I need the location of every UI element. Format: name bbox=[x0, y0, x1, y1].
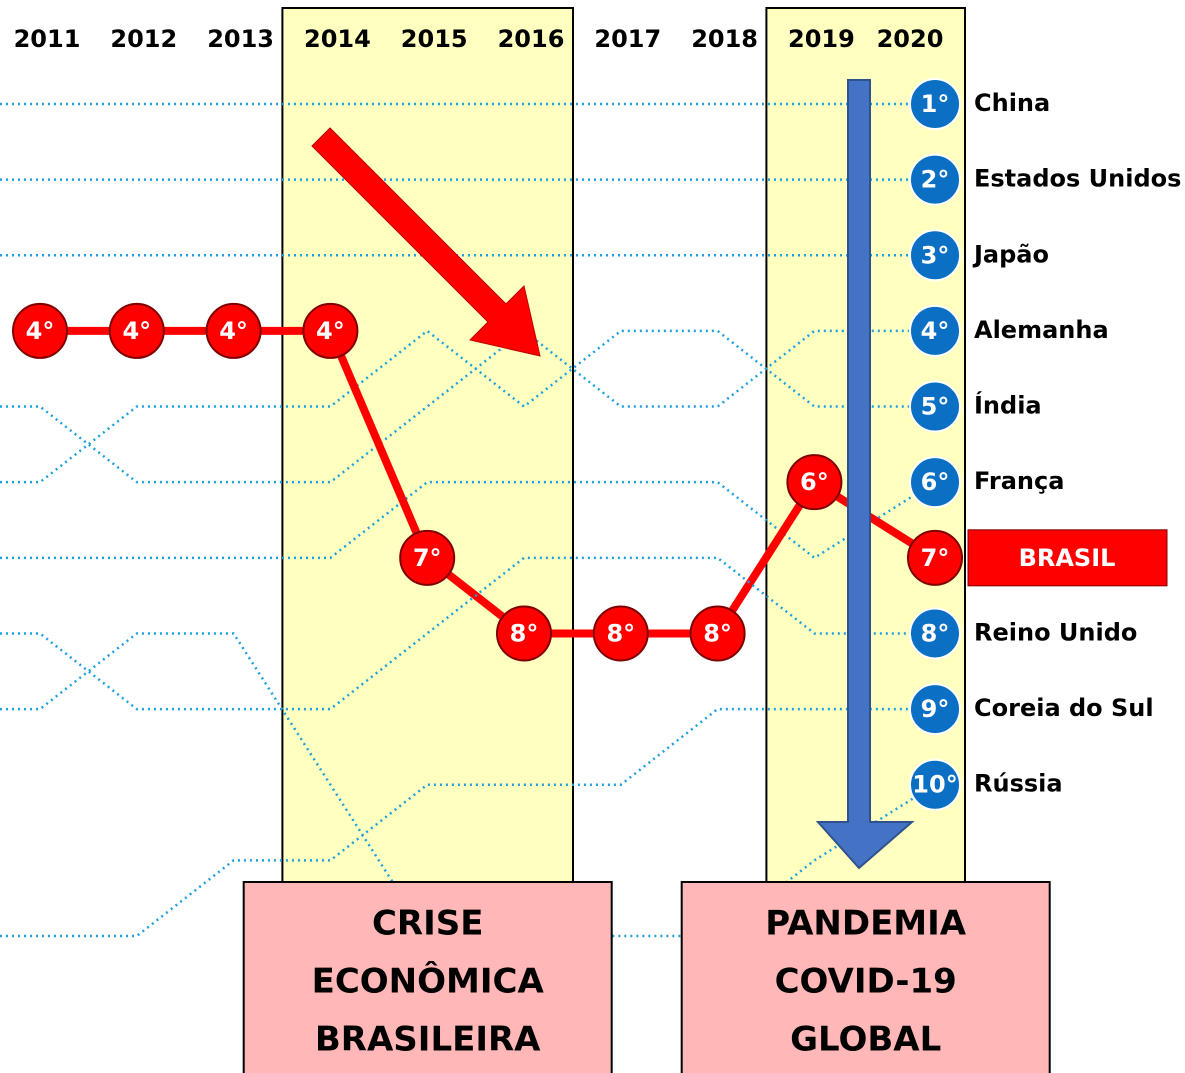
rank-label: 4° bbox=[316, 317, 345, 345]
period-label: GLOBAL bbox=[790, 1020, 941, 1060]
x-tick-label: 2012 bbox=[110, 25, 177, 53]
period-label: COVID-19 bbox=[775, 962, 957, 1002]
x-tick-label: 2020 bbox=[877, 25, 944, 53]
end-rank-label: 3° bbox=[921, 241, 950, 269]
x-tick-label: 2017 bbox=[594, 25, 661, 53]
series-name: Japão bbox=[972, 240, 1049, 268]
period-label: PANDEMIA bbox=[765, 904, 966, 944]
period-label: CRISE bbox=[372, 904, 484, 944]
series-name: França bbox=[974, 467, 1064, 495]
x-tick-label: 2018 bbox=[691, 25, 758, 53]
end-rank-label: 2° bbox=[921, 166, 950, 194]
series-name: Estados Unidos bbox=[974, 165, 1181, 193]
rank-label: 8° bbox=[703, 619, 732, 647]
series-name: Índia bbox=[974, 391, 1042, 420]
rank-label: 4° bbox=[122, 317, 151, 345]
series-name: Rússia bbox=[974, 770, 1063, 798]
rank-label: 7° bbox=[413, 544, 442, 572]
period-label: ECONÔMICA bbox=[312, 961, 545, 1002]
end-rank-label: 1° bbox=[921, 90, 950, 118]
x-tick-label: 2011 bbox=[14, 25, 81, 53]
rank-label: 4° bbox=[219, 317, 248, 345]
series-name: BRASIL bbox=[1019, 544, 1116, 572]
end-rank-label: 8° bbox=[921, 619, 950, 647]
rank-label: 7° bbox=[921, 544, 950, 572]
series-name: Coreia do Sul bbox=[974, 694, 1154, 722]
series-name: Reino Unido bbox=[974, 618, 1137, 646]
x-tick-label: 2013 bbox=[207, 25, 274, 53]
x-tick-label: 2014 bbox=[304, 25, 371, 53]
end-rank-label: 6° bbox=[921, 468, 950, 496]
x-tick-label: 2019 bbox=[788, 25, 855, 53]
rank-label: 6° bbox=[800, 468, 829, 496]
end-rank-label: 5° bbox=[921, 393, 950, 421]
series-name: Alemanha bbox=[974, 316, 1109, 344]
rank-label: 8° bbox=[606, 619, 635, 647]
series-name: China bbox=[974, 89, 1050, 117]
x-tick-label: 2016 bbox=[498, 25, 565, 53]
end-rank-label: 10° bbox=[912, 771, 957, 799]
rank-label: 8° bbox=[510, 619, 539, 647]
rank-label: 4° bbox=[26, 317, 55, 345]
x-tick-label: 2015 bbox=[401, 25, 468, 53]
period-label: BRASILEIRA bbox=[315, 1020, 541, 1060]
end-rank-label: 9° bbox=[921, 695, 950, 723]
end-rank-label: 4° bbox=[921, 317, 950, 345]
chart: CRISE ECONÔMICA BRASILEIRA PANDEMIA COVID-19… bbox=[0, 0, 1185, 1073]
